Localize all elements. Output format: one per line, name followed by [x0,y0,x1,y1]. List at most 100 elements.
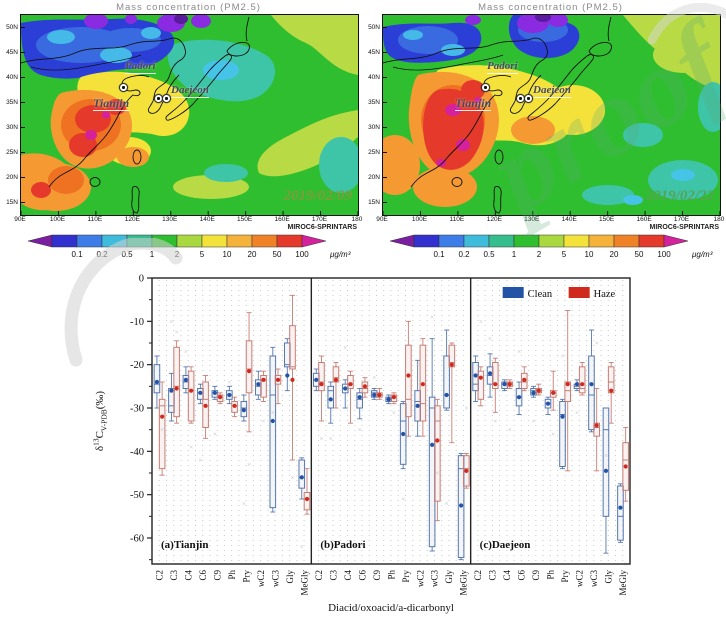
lat-tick-label: 40N [6,73,18,81]
colorbar-tick-label: 0.1 [71,250,83,259]
box-clean [255,370,262,400]
box-haze [549,370,557,411]
category-label: C6 [198,570,208,581]
box-haze [231,396,238,418]
box-haze [593,388,600,472]
model-label: MIROC6-SPRINTARS [287,224,357,231]
category-label: C4 [343,570,353,581]
category-label: MeGly [459,570,469,596]
map-date: 2019/02/22 [645,188,714,204]
y-tick-label: -50 [130,490,144,501]
map-title: Mass concentration (PM2.5) [116,2,261,13]
box-haze [289,294,296,461]
y-tick-label: 0 [139,274,144,285]
lon-tick-label: 160E [636,216,652,223]
category-label: wC2 [575,570,585,587]
lat-tick-label: 50N [6,23,18,31]
outlier-mark: × [247,461,251,469]
colorbar-tick-label: 1 [512,250,517,259]
outlier-mark: × [189,444,193,452]
site-marker-tianjin [119,83,128,92]
box-clean [298,457,306,500]
colorbar-tick-label: 0.2 [96,250,108,259]
lat-tick-label: 35N [368,98,380,106]
box-clean [443,329,450,411]
box-clean [399,401,407,470]
outlier-mark: × [416,361,420,369]
category-label: wC3 [270,570,280,588]
outlier-mark: × [561,353,565,361]
category-label: wC2 [256,570,266,587]
outlier-mark: × [493,418,497,426]
outlier-mark: × [445,500,449,508]
y-axis-label: δ13CV-PDB(‰) [91,390,109,452]
lon-tick-label: 170E [311,216,328,223]
lon-tick-label: 110E [449,216,465,223]
box-clean [370,388,378,400]
map-panel-right: Mass concentration (PM2.5) [368,2,724,260]
box-haze [520,366,528,392]
lon-tick-label: 150E [237,216,253,223]
colorbar: 0.1 0.2 0.5 1 2 5 10 20 50 100 μg/m³ [27,234,351,259]
y-axis: 0 -10 -20 -30 -40 -50 -60 [130,274,152,561]
colorbar-tick-label: 100 [295,250,309,259]
category-label: Ph [546,570,556,580]
lon-tick-label: 160E [274,216,290,223]
box-haze [245,312,253,433]
colorbar-tick-label: 2 [175,250,180,259]
box-clean [269,346,277,513]
outlier-mark: × [291,474,295,482]
box-haze [216,392,224,405]
box-clean [617,483,624,543]
box-haze [607,362,615,424]
category-label: C9 [212,570,222,581]
lat-tick-label: 20N [6,173,18,181]
category-label: wC2 [415,570,425,587]
category-label: MeGly [618,570,628,596]
lon-tick-label: 120E [486,216,502,223]
legend-swatch-clean [502,287,524,298]
map-date: 2019/02/09 [283,188,352,204]
boxes [153,294,629,561]
outlier-mark: × [300,543,304,551]
outlier-mark: × [551,431,555,439]
outlier-mark: × [343,344,347,352]
colorbar-tick-label: 20 [248,250,257,259]
colorbar-tick-label: 100 [657,250,671,259]
box-haze [173,340,180,424]
colorbar-tick-label: 0.1 [433,250,445,259]
lon-tick-label: 100E [411,216,428,223]
box-haze [202,375,209,439]
lon-tick-label: 180 [351,216,363,223]
category-label: wC3 [430,570,440,588]
y-tick-label: -20 [130,360,144,371]
colorbar-tick-label: 0.5 [121,250,133,259]
colorbar-tick-label: 1 [150,250,155,259]
site-label-tianjin: Tianjin [93,96,130,111]
y-tick-label: -30 [130,404,144,415]
site-label-padori: Padori [125,60,156,74]
box-haze [434,398,441,522]
outlier-mark: × [479,318,483,326]
box-clean [341,379,349,409]
category-label: C2 [155,570,165,581]
box-haze [390,392,398,405]
category-label: C2 [314,570,324,581]
box-haze [187,366,195,424]
site-label-tianjin: Tianjin [455,96,492,111]
y-tick-label: -60 [130,534,144,545]
coastlines [21,16,250,214]
lon-tick-label: 140E [199,216,215,223]
site-marker-tianjin [481,83,490,92]
outlier-mark: × [262,418,266,426]
lat-tick-label: 20N [368,173,380,181]
box-haze [506,379,514,389]
category-label: C3 [488,570,498,581]
pm25-map-left [21,15,358,215]
outlier-mark: × [532,418,536,426]
box-haze [535,383,543,396]
box-clean [356,388,364,420]
map-axis-ticks [21,27,358,215]
colorbar: 0.1 0.2 0.5 1 2 5 10 20 50 100 μg/m³ [389,234,713,259]
